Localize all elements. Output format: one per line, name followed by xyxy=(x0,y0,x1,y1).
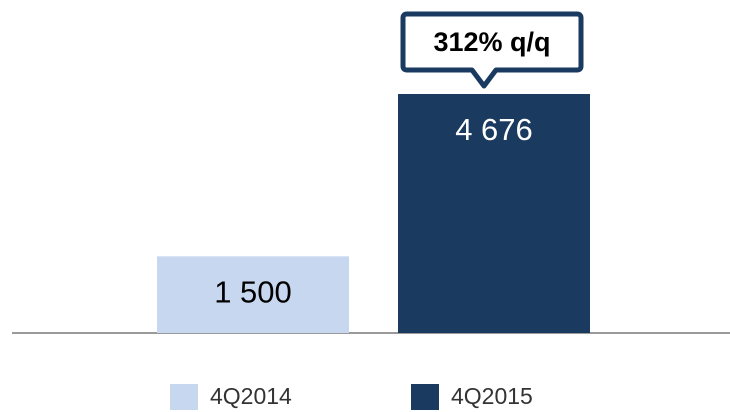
legend-label: 4Q2015 xyxy=(451,383,533,409)
legend-swatch xyxy=(170,384,198,410)
value-label: 1 500 xyxy=(214,275,292,310)
value-label: 4 676 xyxy=(455,112,533,147)
bar xyxy=(398,94,590,333)
legend-swatch xyxy=(411,384,439,410)
callout: 312% q/q xyxy=(400,11,584,89)
annotation: 312% q/q xyxy=(433,27,550,57)
bar xyxy=(157,256,349,333)
legend-label: 4Q2014 xyxy=(210,383,292,409)
callout-box xyxy=(400,11,584,89)
